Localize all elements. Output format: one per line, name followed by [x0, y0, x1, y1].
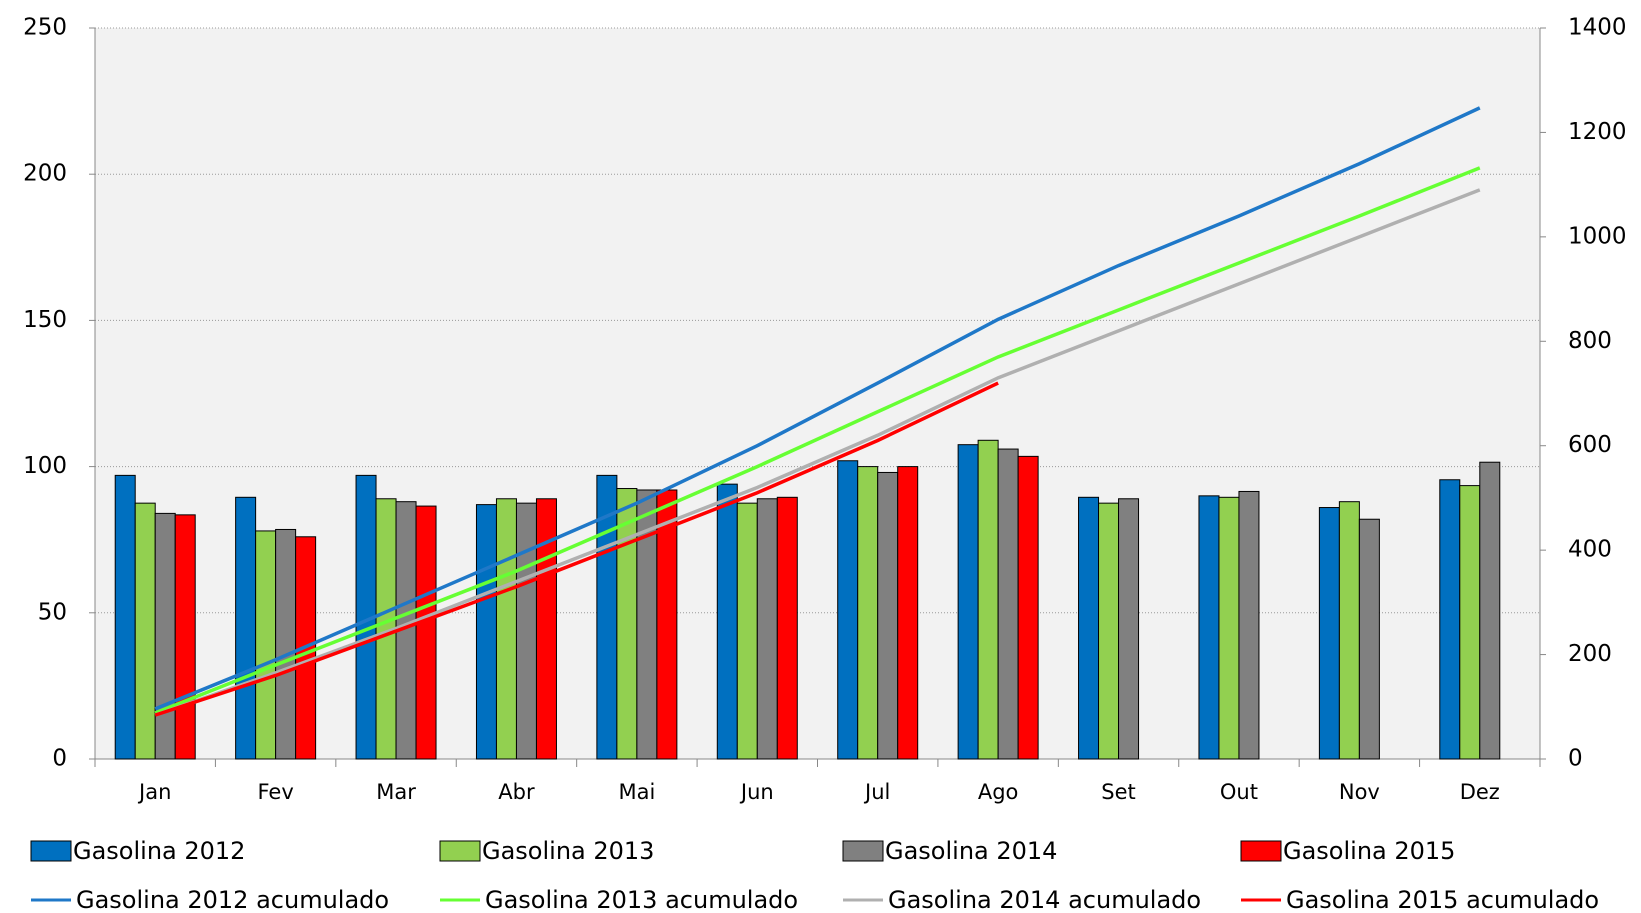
- x-tick-label: Abr: [498, 780, 535, 804]
- bar: [997, 448, 1019, 760]
- bar: [716, 483, 738, 760]
- bar: [1017, 455, 1039, 760]
- bar: [1198, 495, 1220, 760]
- bar: [1118, 498, 1140, 760]
- legend-label: Gasolina 2015 acumulado: [1286, 886, 1599, 913]
- bar: [877, 471, 899, 760]
- bar: [897, 466, 919, 760]
- legend-label: Gasolina 2012 acumulado: [76, 886, 389, 913]
- y-tick-label: 250: [23, 15, 67, 41]
- x-tick-label: Fev: [257, 780, 293, 804]
- bar: [957, 444, 979, 760]
- line: [154, 166, 1481, 715]
- bar: [235, 496, 257, 760]
- bar: [616, 488, 638, 760]
- bar: [255, 530, 277, 760]
- y-tick-label: 100: [23, 453, 67, 479]
- x-tick-label: Mai: [618, 780, 655, 804]
- bar: [977, 439, 999, 760]
- y2-tick-label: 600: [1568, 432, 1612, 458]
- bar: [736, 502, 758, 760]
- y2-tick-label: 400: [1568, 537, 1612, 563]
- legend-label: Gasolina 2014 acumulado: [888, 886, 1201, 913]
- y2-tick-label: 800: [1568, 328, 1612, 354]
- y2-tick-label: 1400: [1568, 15, 1627, 41]
- x-tick-label: Dez: [1460, 780, 1500, 804]
- bar: [1218, 496, 1240, 760]
- legend-swatch: [439, 840, 481, 862]
- bar: [134, 502, 156, 760]
- x-tick-label: Jul: [863, 780, 890, 804]
- y-tick-label: 150: [23, 307, 67, 333]
- bar: [1318, 507, 1340, 760]
- bar: [154, 512, 176, 760]
- y-tick-label: 200: [23, 161, 67, 187]
- y-tick-label: 50: [38, 599, 67, 625]
- y2-tick-label: 1000: [1568, 223, 1627, 249]
- x-tick-label: Jun: [739, 780, 774, 804]
- x-tick-label: Jan: [137, 780, 171, 804]
- bar: [756, 498, 778, 760]
- line: [154, 106, 1481, 711]
- x-tick-label: Mar: [376, 780, 416, 804]
- x-tick-label: Ago: [978, 780, 1019, 804]
- x-tick-label: Nov: [1339, 780, 1380, 804]
- bar: [857, 466, 879, 760]
- x-tick-label: Set: [1101, 780, 1135, 804]
- y-tick-label: 0: [52, 746, 67, 772]
- bar: [1358, 518, 1380, 760]
- bar: [1238, 490, 1260, 760]
- legend-swatch: [842, 840, 884, 862]
- legend-label: Gasolina 2015: [1283, 837, 1455, 865]
- bar: [837, 460, 859, 760]
- bar: [515, 502, 537, 760]
- bar: [1098, 502, 1120, 760]
- legend-label: Gasolina 2013 acumulado: [485, 886, 798, 913]
- bar: [174, 514, 196, 760]
- line: [154, 381, 999, 717]
- legend-label: Gasolina 2014: [885, 837, 1057, 865]
- bar: [1439, 479, 1461, 760]
- bar: [475, 504, 497, 760]
- x-tick-label: Out: [1220, 780, 1258, 804]
- bar: [275, 528, 297, 760]
- bar: [776, 496, 798, 760]
- bar: [415, 505, 437, 760]
- bar: [1479, 461, 1501, 760]
- bar: [535, 498, 557, 760]
- plot-area: [95, 28, 1540, 759]
- y2-tick-label: 0: [1568, 746, 1583, 772]
- bar: [495, 498, 517, 760]
- bar: [114, 474, 136, 760]
- bar: [1459, 485, 1481, 760]
- bar: [1338, 501, 1360, 760]
- bar: [1078, 496, 1100, 760]
- legend-swatch: [1240, 840, 1282, 862]
- y2-tick-label: 1200: [1568, 119, 1627, 145]
- line: [154, 188, 1481, 717]
- legend-swatch: [30, 840, 72, 862]
- legend-label: Gasolina 2012: [73, 837, 245, 865]
- y2-tick-label: 200: [1568, 641, 1612, 667]
- legend-label: Gasolina 2013: [482, 837, 654, 865]
